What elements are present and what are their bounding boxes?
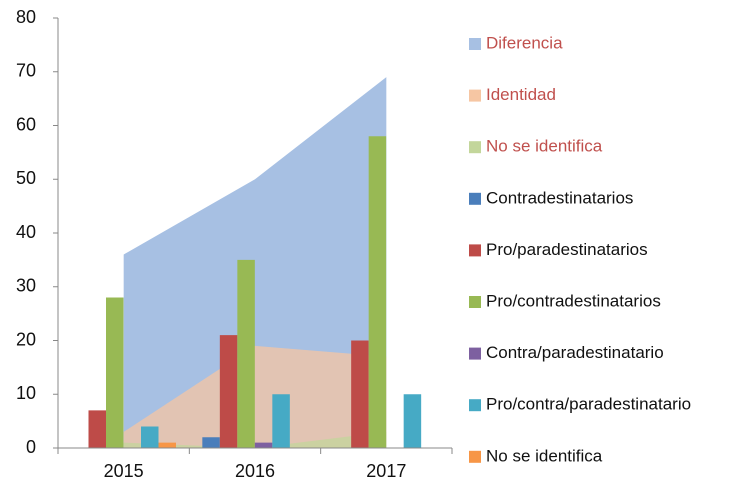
legend-label: Pro/paradestinatarios	[486, 240, 648, 259]
legend-label: No se identifica	[486, 446, 603, 465]
bar	[351, 340, 369, 448]
legend-label: Identidad	[486, 85, 556, 104]
y-tick-label: 10	[16, 383, 36, 403]
y-tick-label: 40	[16, 222, 36, 242]
x-tick-label: 2016	[235, 461, 275, 481]
y-tick-label: 0	[26, 437, 36, 457]
legend-swatch	[469, 347, 481, 360]
legend-swatch	[469, 399, 481, 412]
legend-swatch	[469, 192, 481, 205]
y-tick-label: 50	[16, 168, 36, 188]
legend-swatch	[469, 141, 481, 154]
bar	[106, 297, 124, 448]
legend-swatch	[469, 38, 481, 50]
y-tick-label: 60	[16, 114, 36, 134]
bar	[272, 394, 290, 448]
area	[123, 345, 387, 448]
y-tick-label: 80	[16, 7, 36, 27]
y-tick-label: 70	[16, 61, 36, 81]
y-tick-label: 20	[16, 329, 36, 349]
legend-swatch	[469, 244, 481, 257]
legend-label: Contradestinatarios	[486, 188, 633, 207]
legend-label: Pro/contradestinatarios	[486, 291, 661, 310]
bar	[254, 442, 273, 448]
area	[123, 431, 387, 448]
bar	[219, 335, 238, 448]
legend-label: Contra/paradestinatario	[486, 343, 664, 362]
legend-swatch	[469, 296, 481, 308]
legend-label: No se identifica	[486, 137, 603, 156]
bar	[88, 410, 106, 448]
bar	[202, 437, 220, 448]
bar	[237, 259, 255, 448]
legend-swatch	[469, 450, 481, 463]
y-tick-label: 30	[16, 276, 36, 296]
legend-swatch	[469, 89, 481, 102]
x-tick-label: 2017	[366, 461, 406, 481]
legend-label: Pro/contra/paradestinatario	[486, 395, 691, 414]
bar	[368, 136, 387, 448]
bar	[158, 442, 176, 448]
x-tick-label: 2015	[104, 461, 144, 481]
bar	[403, 394, 422, 448]
legend-label: Diferencia	[486, 33, 563, 52]
bar	[141, 426, 159, 448]
